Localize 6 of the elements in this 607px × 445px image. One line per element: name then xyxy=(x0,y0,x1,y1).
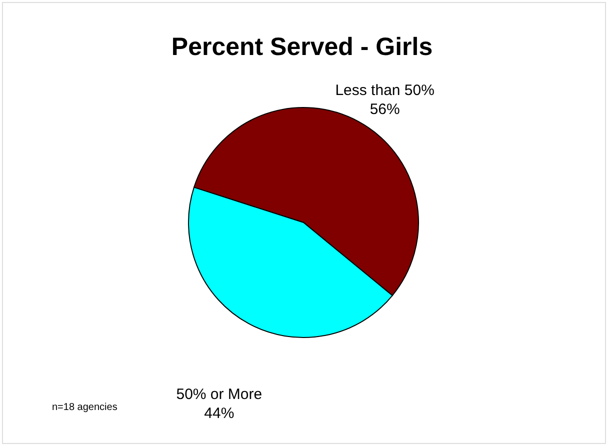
text: n=18 agencies xyxy=(52,402,118,413)
data-label: 56% xyxy=(370,101,400,118)
slice-label: Less than 50% xyxy=(335,82,434,100)
data-label: 44% xyxy=(204,404,234,422)
chart-title: Percent Served - Girls xyxy=(171,33,433,61)
slice-label: 50% or More xyxy=(176,386,262,403)
